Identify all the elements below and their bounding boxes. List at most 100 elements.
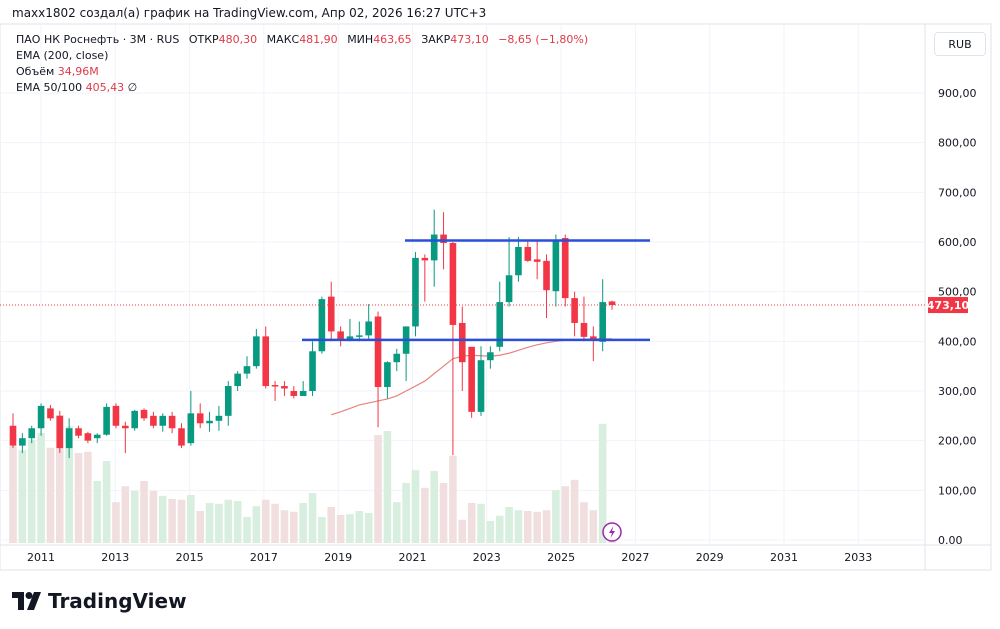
candle[interactable] (412, 251, 419, 337)
tradingview-logo[interactable]: TradingView (12, 589, 187, 613)
volume-bar (421, 487, 429, 543)
candle[interactable] (19, 433, 26, 454)
candle[interactable] (103, 403, 110, 436)
candle[interactable] (384, 361, 391, 399)
legend-ema200[interactable]: EMA (200, close) (16, 49, 109, 62)
candle[interactable] (515, 237, 522, 282)
candle[interactable] (9, 413, 17, 449)
legend-ema50[interactable]: EMA 50/100 405,43 ∅ (16, 80, 588, 96)
candle-body (384, 362, 391, 388)
candle-body (84, 433, 92, 441)
candle[interactable] (524, 239, 532, 262)
candle[interactable] (468, 346, 475, 418)
candle[interactable] (262, 326, 270, 389)
candle[interactable] (533, 239, 541, 280)
candle[interactable] (140, 408, 148, 421)
volume-bar (112, 502, 120, 543)
low-label: МИН (347, 33, 374, 46)
volume-bar (261, 499, 270, 543)
candle[interactable] (84, 431, 92, 444)
candle[interactable] (253, 328, 260, 369)
candle[interactable] (271, 381, 279, 401)
candle[interactable] (206, 411, 213, 432)
candle-body (9, 425, 17, 446)
symbol-name[interactable]: ПАО НК Роснефть · 3M · RUS (16, 33, 180, 46)
candle[interactable] (281, 381, 288, 396)
candle[interactable] (430, 209, 438, 287)
volume-bar (570, 479, 579, 543)
candle[interactable] (159, 413, 167, 432)
candle[interactable] (477, 346, 485, 416)
candle[interactable] (93, 433, 101, 444)
legend-volume[interactable]: Объём 34,96M (16, 64, 588, 80)
x-tick-label: 2017 (250, 551, 278, 564)
volume-bar (74, 453, 83, 543)
candle-body (28, 428, 36, 439)
candle-body (421, 257, 429, 261)
volume-bar (561, 486, 570, 543)
volume-bar (271, 503, 279, 543)
volume-bar (336, 515, 345, 543)
candle[interactable] (458, 306, 466, 391)
candle[interactable] (37, 403, 45, 436)
candle[interactable] (178, 423, 185, 449)
legend-ohlc: ПАО НК Роснефть · 3M · RUS ОТКР480,30 МА… (16, 32, 588, 48)
candle[interactable] (47, 404, 54, 421)
candle[interactable] (421, 254, 429, 302)
candle[interactable] (131, 409, 138, 431)
candle[interactable] (337, 326, 344, 347)
candle[interactable] (75, 425, 82, 439)
candle[interactable] (374, 311, 382, 428)
candle[interactable] (571, 291, 578, 337)
volume-bar (505, 507, 513, 543)
candle[interactable] (187, 391, 195, 446)
lightning-icon[interactable] (602, 522, 622, 542)
candle[interactable] (215, 405, 223, 431)
volume-bar (215, 503, 223, 543)
candle[interactable] (243, 356, 251, 379)
currency-button[interactable]: RUB (934, 32, 986, 56)
candle[interactable] (28, 425, 36, 444)
candle[interactable] (234, 371, 241, 391)
candle[interactable] (393, 348, 401, 372)
x-tick-label: 2011 (27, 551, 55, 564)
candle[interactable] (224, 381, 232, 426)
candle[interactable] (449, 242, 457, 456)
candle[interactable] (402, 326, 410, 382)
chart-frame (0, 23, 992, 571)
candle[interactable] (590, 326, 597, 362)
volume-bar (580, 502, 588, 543)
candle[interactable] (580, 296, 588, 342)
candle[interactable] (309, 341, 316, 396)
candle[interactable] (327, 281, 335, 342)
candle[interactable] (196, 403, 204, 429)
candle-body (327, 296, 335, 332)
candle-body (356, 335, 363, 337)
candle[interactable] (543, 254, 550, 318)
x-tick-label: 2029 (696, 551, 724, 564)
candle[interactable] (365, 304, 372, 339)
candle[interactable] (346, 318, 354, 342)
y-tick-label: 200,00 (938, 435, 977, 448)
candle-body (496, 302, 504, 347)
candle[interactable] (505, 237, 513, 307)
candle[interactable] (122, 421, 129, 454)
candle[interactable] (299, 381, 307, 396)
candle[interactable] (487, 346, 494, 369)
candle[interactable] (552, 234, 560, 307)
y-tick-label: 100,00 (938, 484, 977, 497)
candle[interactable] (561, 234, 569, 307)
candle[interactable] (356, 321, 363, 342)
candle[interactable] (168, 411, 176, 434)
candle-body (262, 336, 270, 387)
candle[interactable] (318, 296, 326, 354)
candle[interactable] (112, 403, 120, 429)
candle-body (552, 240, 560, 292)
candle[interactable] (56, 410, 64, 454)
candle[interactable] (65, 418, 73, 459)
candle[interactable] (290, 386, 298, 399)
candle-body (449, 242, 457, 325)
candle-body (599, 302, 606, 342)
candle[interactable] (150, 411, 157, 429)
